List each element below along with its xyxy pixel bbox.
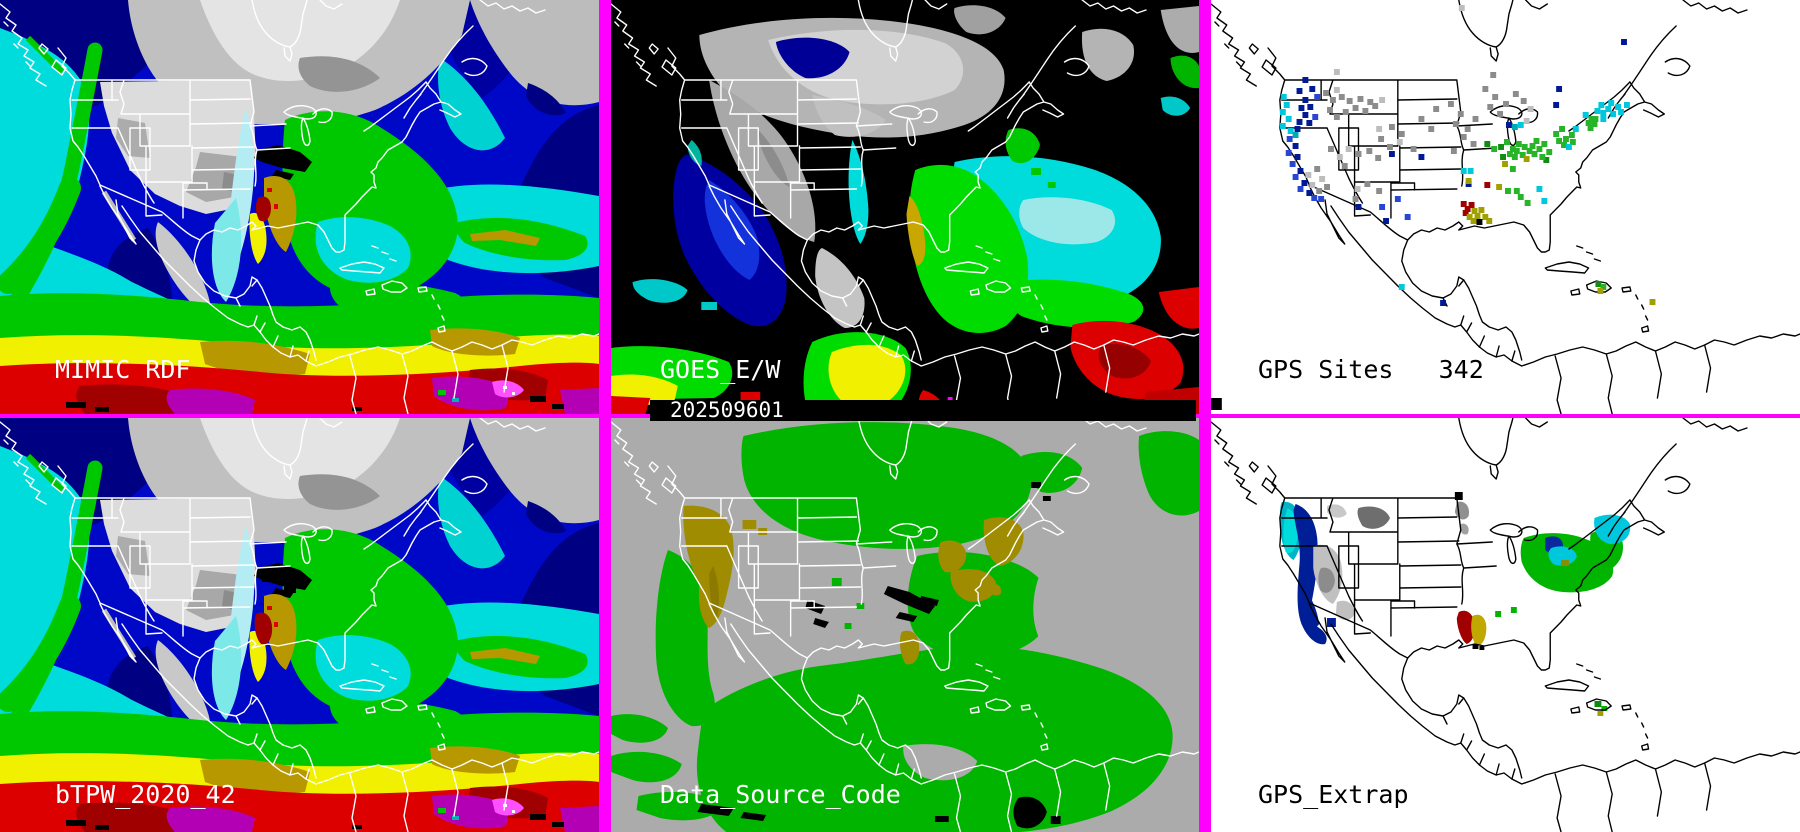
goes-timestamp: 202509601	[670, 398, 784, 422]
panel-gps-extrap[interactable]: GPS_Extrap	[1211, 418, 1800, 832]
corner-black-swatch	[1211, 398, 1222, 410]
panel-data-source-code[interactable]: Data_Source_Code	[611, 418, 1199, 832]
btpw-map	[0, 418, 599, 832]
mimic-rdf-map	[0, 0, 599, 414]
panel-mimic-rdf[interactable]: MIMIC RDF	[0, 0, 599, 414]
panel-goes-ew[interactable]: GOES_E/W	[611, 0, 1199, 414]
data-source-code-map	[611, 418, 1199, 832]
gps-site-markers	[1279, 5, 1656, 306]
gps-sites-map	[1211, 0, 1800, 414]
panel-btpw[interactable]: bTPW_2020_42	[0, 418, 599, 832]
goes-ew-map	[611, 0, 1199, 414]
goes-timestamp-bar: 202509601	[650, 400, 1196, 421]
gps-extrap-map	[1211, 418, 1800, 832]
panel-gps-sites[interactable]: GPS Sites 342	[1211, 0, 1800, 414]
